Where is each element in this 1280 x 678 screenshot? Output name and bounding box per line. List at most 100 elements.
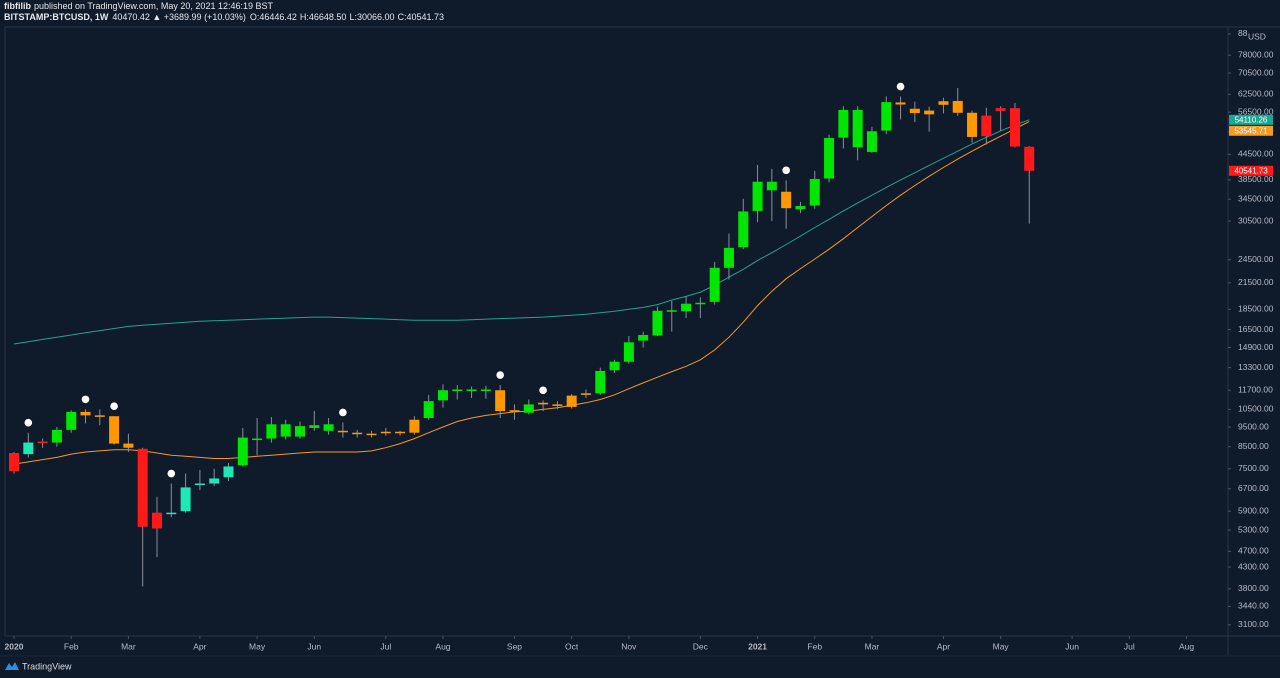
- author: fibfilib: [4, 1, 31, 11]
- candle-body: [9, 453, 20, 472]
- signal-dot: [81, 395, 90, 404]
- x-tick-label: Aug: [435, 641, 450, 651]
- candle-body: [380, 431, 391, 434]
- x-tick-label: Oct: [565, 641, 579, 651]
- candle-body: [237, 437, 248, 466]
- candle-body: [51, 429, 62, 443]
- candle-body: [409, 419, 420, 433]
- y-tick-label: 7500.00: [1238, 463, 1269, 473]
- signal-dot: [110, 402, 118, 411]
- ohlc-high: H:46648.50: [300, 12, 347, 22]
- candle-body: [652, 310, 663, 336]
- y-tick-label: 4300.00: [1238, 561, 1269, 571]
- y-tick-label: 10500.00: [1238, 404, 1274, 414]
- candle-body: [337, 430, 348, 433]
- signal-dot: [539, 386, 547, 395]
- logo: [5, 662, 19, 670]
- signal-dot: [896, 82, 905, 91]
- candle-body: [66, 411, 77, 430]
- x-tick-label: Dec: [693, 641, 709, 651]
- candle-body: [638, 334, 649, 341]
- candle-body: [194, 483, 205, 486]
- candle-body: [23, 442, 34, 455]
- y-tick-label: 78000.00: [1238, 49, 1274, 59]
- candle-body: [395, 431, 406, 434]
- x-tick-label: Mar: [865, 641, 880, 651]
- y-tick-label: 8500.00: [1238, 441, 1269, 451]
- currency: USD: [1248, 31, 1266, 41]
- candle-body: [352, 432, 363, 435]
- y-tick-label: 56500.00: [1238, 106, 1274, 116]
- candle-body: [981, 115, 992, 137]
- symbol-line: BITSTAMP:BTCUSD, 1W 40470.42 ▲ +3689.99 (…: [4, 12, 444, 22]
- candle-body: [323, 424, 334, 431]
- brand: TradingView: [22, 661, 72, 671]
- moving-average: [13, 121, 1030, 465]
- y-tick-label: 3440.00: [1238, 601, 1269, 611]
- y-tick-label: 18500.00: [1238, 304, 1274, 314]
- price-label: 54110.26: [1235, 115, 1268, 124]
- candle-body: [123, 443, 134, 448]
- price-label-bg: [1229, 125, 1273, 136]
- candle-body: [538, 402, 549, 405]
- candle-body: [766, 181, 777, 191]
- x-tick-label: Sep: [507, 641, 522, 651]
- candle-body: [681, 303, 692, 312]
- moving-average: [13, 119, 1030, 345]
- candle-body: [495, 390, 506, 412]
- candle-body: [738, 211, 749, 248]
- candle-body: [552, 404, 563, 406]
- y-tick-label: 34500.00: [1238, 194, 1274, 204]
- candle-body: [209, 478, 220, 484]
- x-tick-label: Jul: [1124, 641, 1135, 651]
- candle-body: [895, 102, 906, 105]
- candle-body: [566, 395, 577, 407]
- signal-dot: [782, 166, 790, 175]
- x-tick-label: Jun: [1065, 641, 1079, 651]
- candle-body: [509, 410, 520, 412]
- y-tick-label: 14900.00: [1238, 342, 1274, 352]
- y-tick-label: 44500.00: [1238, 149, 1274, 159]
- x-tick-label: Jun: [307, 641, 321, 651]
- candle-body: [294, 426, 305, 437]
- candle-body: [795, 206, 806, 210]
- candle-body: [995, 108, 1006, 111]
- candle-body: [623, 342, 634, 362]
- plot: [9, 82, 1035, 587]
- candle-body: [967, 112, 978, 137]
- price-label-bg: [1229, 114, 1273, 125]
- y-tick-label: 3100.00: [1238, 619, 1269, 629]
- y-tick-label: 70500.00: [1238, 67, 1274, 77]
- candle-body: [166, 512, 177, 515]
- candle-body: [852, 109, 863, 148]
- candle-body: [881, 102, 892, 131]
- candle-body: [423, 401, 434, 418]
- y-tick-label: 6700.00: [1238, 483, 1269, 493]
- x-tick-label: Aug: [1179, 641, 1194, 651]
- header-line: fibfilib published on TradingView.com, Ma…: [4, 1, 273, 11]
- candle-body: [523, 404, 534, 413]
- y-tick-label: 13300.00: [1238, 362, 1274, 372]
- candle-body: [180, 487, 191, 512]
- price-label-bg: [1229, 165, 1273, 176]
- candle-body: [838, 109, 849, 138]
- price-label: 53545.71: [1234, 126, 1268, 135]
- candle-body: [595, 370, 606, 394]
- y-tick-label: 16500.00: [1238, 324, 1274, 334]
- y-tick-label: 88: [1238, 28, 1248, 38]
- y-tick-label: 62500.00: [1238, 89, 1274, 99]
- candle-body: [480, 389, 491, 391]
- candle-body: [1024, 146, 1035, 171]
- candle-body: [666, 310, 677, 312]
- candle-body: [37, 441, 48, 444]
- candle-body: [824, 138, 835, 179]
- x-tick-label: Apr: [937, 641, 950, 651]
- candle-body: [609, 361, 620, 371]
- x-tick-label: Feb: [807, 641, 822, 651]
- signal-dot: [167, 469, 176, 478]
- candle-body: [94, 415, 105, 417]
- x-tick-label: May: [249, 641, 266, 651]
- candle-body: [1009, 108, 1020, 147]
- candle-body: [309, 425, 320, 428]
